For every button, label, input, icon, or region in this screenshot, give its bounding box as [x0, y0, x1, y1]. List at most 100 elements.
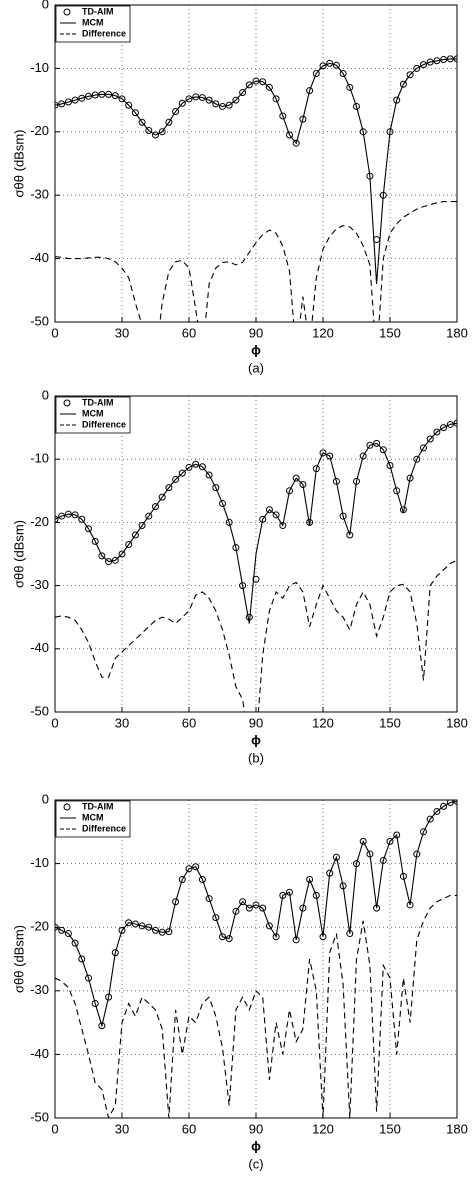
marker	[259, 515, 267, 523]
caption: (a)	[248, 360, 264, 375]
subplot: 0-10-20-30-40-500 30 60 90 120 150 180TD-AIMMC…	[11, 791, 467, 1171]
x-axis-label: ϕ	[251, 1138, 261, 1153]
x-tick-label: 120	[312, 325, 334, 340]
marker	[198, 876, 206, 883]
marker	[393, 96, 401, 104]
marker	[399, 80, 407, 88]
subplot: 0-10-20-30-40-500 30 60 90 120 150 180TD-AIMMC…	[11, 0, 467, 375]
marker	[55, 515, 59, 523]
marker	[172, 108, 180, 116]
marker	[111, 556, 119, 564]
marker	[131, 920, 139, 928]
legend-label: Difference	[82, 28, 126, 38]
plot-area	[55, 419, 457, 712]
marker	[239, 88, 247, 96]
marker	[433, 57, 441, 65]
legend-label: MCM	[82, 17, 104, 27]
marker	[91, 537, 99, 545]
x-tick-label: 180	[446, 325, 468, 340]
plot-frame	[54, 799, 458, 1119]
legend-label: TD-AIM	[82, 6, 114, 16]
x-tick-label: 60	[182, 325, 196, 340]
series-line	[55, 559, 457, 712]
marker	[64, 930, 72, 938]
marker	[446, 800, 454, 807]
y-tick-label: -30	[30, 577, 49, 592]
x-tick-label: 150	[379, 715, 401, 730]
marker	[326, 59, 334, 67]
marker	[299, 115, 307, 123]
x-tick-label: 180	[446, 1121, 468, 1136]
x-tick-label: 90	[249, 325, 263, 340]
y-tick-label: -30	[30, 982, 49, 997]
marker	[426, 815, 434, 823]
marker	[178, 469, 186, 477]
marker	[326, 452, 334, 460]
marker	[125, 541, 133, 549]
plot-area	[55, 800, 457, 1118]
series-line	[55, 800, 457, 1028]
marker	[406, 71, 414, 79]
y-tick-label: -20	[30, 514, 49, 529]
marker	[212, 100, 220, 108]
marker	[165, 484, 173, 492]
y-tick-label: 0	[42, 791, 49, 806]
marker	[420, 61, 427, 69]
series-line	[55, 894, 457, 1118]
marker	[346, 83, 354, 91]
marker	[332, 477, 340, 485]
marker	[78, 94, 86, 102]
marker	[286, 131, 293, 139]
marker	[306, 87, 314, 95]
y-tick-label: 0	[42, 0, 49, 11]
marker	[245, 81, 253, 89]
marker	[131, 109, 139, 117]
legend-marker	[63, 8, 71, 16]
marker	[205, 895, 213, 903]
marker	[145, 512, 153, 520]
marker	[98, 1022, 106, 1030]
marker	[413, 455, 421, 463]
marker	[152, 503, 159, 511]
marker	[299, 904, 307, 912]
y-tick-label: -50	[30, 1109, 49, 1124]
marker	[58, 926, 66, 934]
marker	[433, 807, 441, 815]
marker	[440, 424, 448, 432]
marker	[265, 506, 273, 514]
marker	[446, 420, 454, 428]
marker	[131, 531, 139, 539]
x-tick-label: 150	[379, 325, 401, 340]
marker	[78, 955, 86, 963]
marker	[312, 69, 320, 77]
marker	[192, 863, 200, 871]
subplot: 0-10-20-30-40-500 30 60 90 120 150 180TD-AIMMC…	[11, 387, 467, 765]
y-axis-label: σθθ (dBsm)	[11, 130, 26, 198]
marker	[332, 61, 340, 69]
y-axis-label: σθθ (dBsm)	[11, 925, 26, 993]
marker	[91, 1000, 99, 1008]
marker	[111, 92, 119, 100]
legend-label: MCM	[82, 812, 104, 822]
marker	[292, 474, 300, 482]
marker	[165, 118, 173, 126]
marker	[413, 64, 421, 72]
marker	[366, 441, 374, 449]
marker	[85, 525, 92, 533]
marker	[152, 131, 159, 139]
plot-frame	[54, 4, 458, 323]
marker	[279, 522, 287, 530]
x-tick-label: 90	[249, 1121, 263, 1136]
marker	[125, 919, 133, 927]
marker	[55, 923, 59, 931]
marker	[118, 926, 126, 934]
marker	[259, 904, 267, 912]
y-tick-label: -10	[30, 60, 49, 75]
marker	[426, 58, 434, 66]
marker	[225, 935, 233, 943]
x-axis-label: ϕ	[251, 732, 261, 747]
series-line	[55, 422, 457, 624]
x-axis-label: ϕ	[251, 342, 261, 357]
